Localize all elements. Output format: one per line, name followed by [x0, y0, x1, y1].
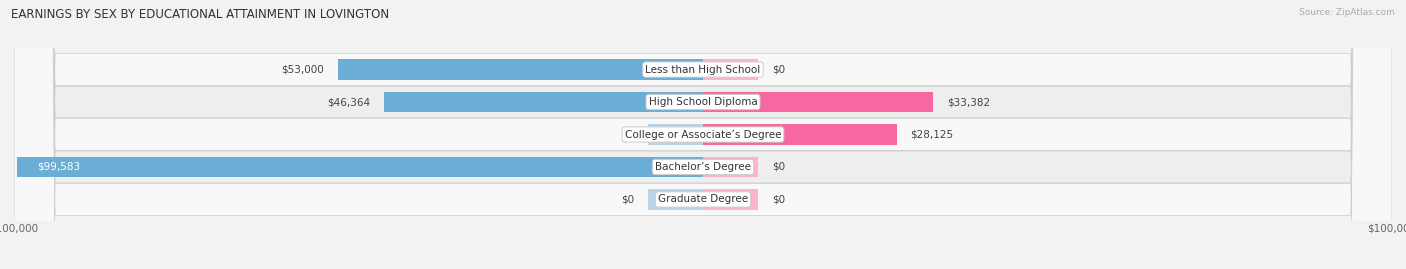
- Text: Bachelor’s Degree: Bachelor’s Degree: [655, 162, 751, 172]
- Bar: [703, 189, 758, 210]
- Text: $0: $0: [621, 194, 634, 204]
- Text: High School Diploma: High School Diploma: [648, 97, 758, 107]
- Bar: [384, 92, 703, 112]
- Text: $28,125: $28,125: [911, 129, 953, 140]
- Bar: [648, 189, 703, 210]
- Text: $46,364: $46,364: [326, 97, 370, 107]
- Text: $33,382: $33,382: [946, 97, 990, 107]
- Text: EARNINGS BY SEX BY EDUCATIONAL ATTAINMENT IN LOVINGTON: EARNINGS BY SEX BY EDUCATIONAL ATTAINMEN…: [11, 8, 389, 21]
- Text: College or Associate’s Degree: College or Associate’s Degree: [624, 129, 782, 140]
- Text: Source: ZipAtlas.com: Source: ZipAtlas.com: [1299, 8, 1395, 17]
- Bar: [703, 125, 897, 144]
- Text: $0: $0: [621, 129, 634, 140]
- FancyBboxPatch shape: [14, 0, 1392, 269]
- Bar: [648, 125, 703, 144]
- FancyBboxPatch shape: [14, 0, 1392, 269]
- Text: $0: $0: [772, 162, 785, 172]
- Bar: [703, 59, 758, 80]
- Text: Graduate Degree: Graduate Degree: [658, 194, 748, 204]
- Text: Less than High School: Less than High School: [645, 65, 761, 75]
- Bar: [17, 157, 703, 177]
- FancyBboxPatch shape: [14, 0, 1392, 269]
- Bar: [337, 59, 703, 80]
- Text: $53,000: $53,000: [281, 65, 323, 75]
- Bar: [703, 92, 934, 112]
- Text: $0: $0: [772, 194, 785, 204]
- Text: $0: $0: [772, 65, 785, 75]
- Text: $99,583: $99,583: [38, 162, 80, 172]
- FancyBboxPatch shape: [14, 0, 1392, 269]
- Bar: [703, 157, 758, 177]
- FancyBboxPatch shape: [14, 0, 1392, 269]
